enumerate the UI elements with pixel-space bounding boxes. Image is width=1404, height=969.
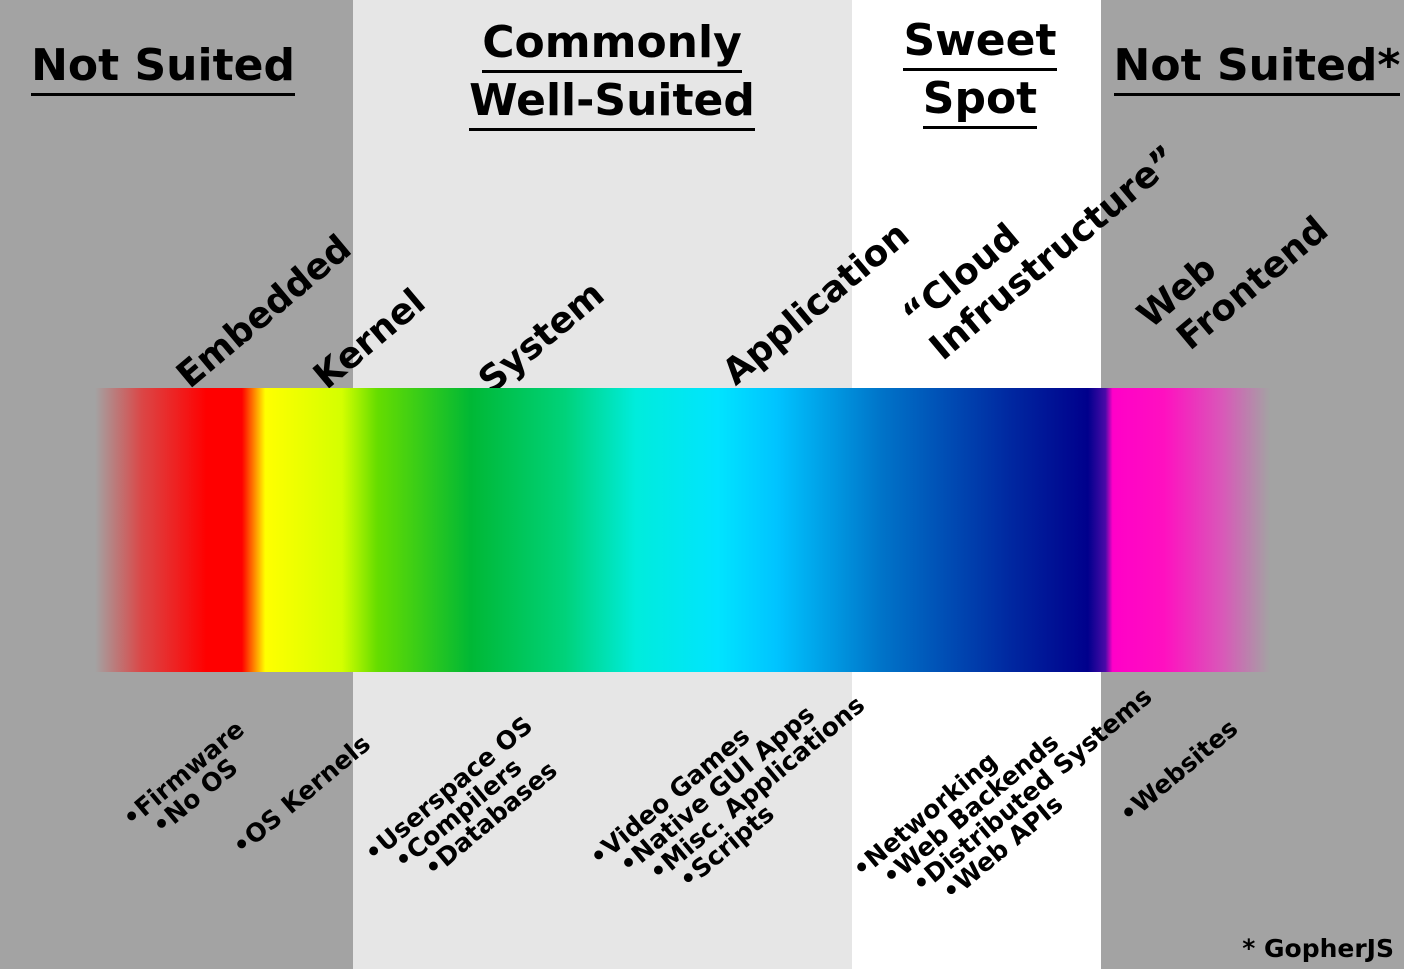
zone-title-line: Well-Suited xyxy=(469,74,755,131)
zone-title-commonly-well-suited: Commonly Well-Suited xyxy=(353,15,871,131)
zone-title-sweet-spot: Sweet Spot xyxy=(852,13,1108,129)
zone-title-line: Spot xyxy=(922,72,1038,129)
spectrum-gradient-bar xyxy=(95,388,1270,672)
zone-title-not-suited-right: Not Suited* xyxy=(1110,38,1404,96)
zone-title-not-suited-left: Not Suited xyxy=(0,38,326,96)
footnote: * GopherJS xyxy=(1242,934,1394,963)
zone-title-line: Sweet xyxy=(903,14,1057,71)
zone-title-line: Commonly xyxy=(482,16,742,73)
zone-title-line: Not Suited* xyxy=(1113,39,1401,96)
zone-title-line: Not Suited xyxy=(31,39,295,96)
